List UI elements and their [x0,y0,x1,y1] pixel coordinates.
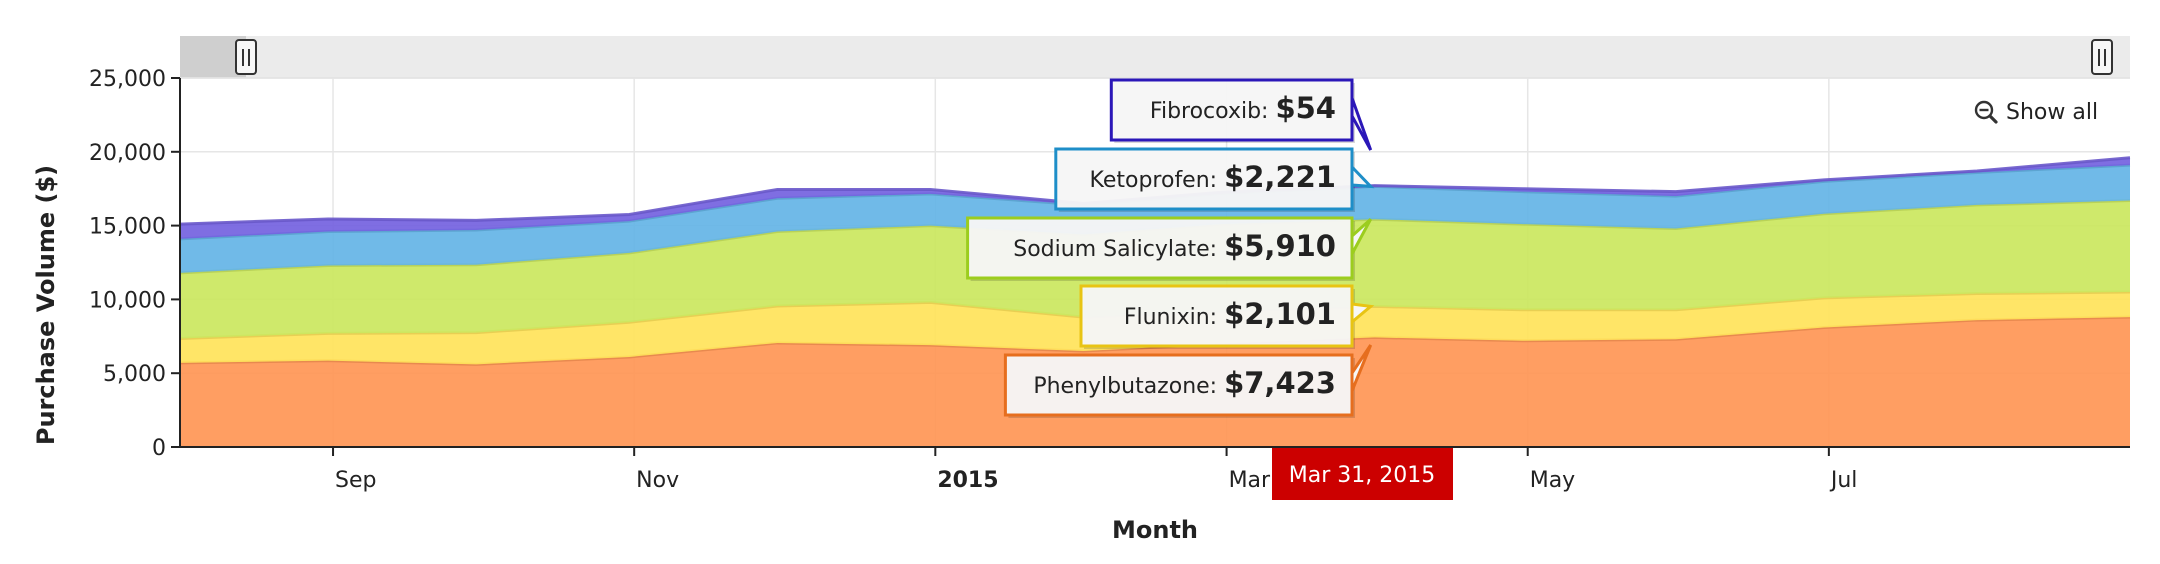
show-all-button[interactable]: Show all [1974,100,2098,125]
y-tick-label: 20,000 [89,141,166,166]
hover-date-text: Mar 31, 2015 [1289,463,1435,488]
tooltip-flunixin: Flunixin: $2,101 [1079,284,1375,349]
range-handle-left[interactable] [235,39,257,75]
tooltip-pointer [1350,218,1373,255]
tooltips: Fibrocoxib: $54 Ketoprofen: $2,221 Sodium … [966,78,1375,418]
tooltip-pointer [1350,344,1373,392]
tooltip-series-name: Flunixin: $2,101 [1124,297,1336,331]
tooltip-pointer [1350,97,1373,151]
tooltip-box [1003,353,1354,417]
range-selector[interactable] [180,36,2130,79]
y-tick-label: 5,000 [103,362,166,387]
tooltip-sodium-salicylate: Sodium Salicylate: $5,910 [966,216,1373,281]
tooltip-ketoprofen: Ketoprofen: $2,221 [1054,147,1375,212]
tooltip-pointer [1351,302,1375,324]
show-all-label[interactable]: Show all [2006,100,2098,125]
y-tick-label: 15,000 [89,215,166,240]
x-tick-label: Mar [1229,468,1271,493]
axes: 0 5,000 10,000 15,000 20,000 25,000 Sep Nov 2015… [89,67,2130,493]
x-tick-label: 2015 [937,468,998,493]
tooltip-pointer [1350,165,1375,189]
hover-date-label: Mar 31, 2015 [1272,448,1453,500]
tooltip-series-name: Phenylbutazone: $7,423 [1033,366,1336,400]
tooltip-series-name: Ketoprofen: $2,221 [1090,160,1337,194]
tooltip-series-name: Fibrocoxib: $54 [1150,91,1336,125]
zoom-out-icon [1974,100,1998,124]
y-tick-label: 10,000 [89,288,166,313]
tooltip-box [1054,147,1354,211]
y-axis-title: Purchase Volume ($) [32,165,60,445]
tooltip-phenylbutazone: Phenylbutazone: $7,423 [1003,344,1373,418]
x-tick-label: Jul [1829,468,1858,493]
x-axis-title: Month [1112,516,1198,544]
y-tick-label: 0 [152,436,166,461]
tooltip-box [1079,284,1354,348]
hover-date-box [1272,448,1453,500]
range-handle-right[interactable] [2091,39,2113,75]
y-tick-label: 25,000 [89,67,166,92]
tooltip-series-name: Sodium Salicylate: $5,910 [1013,229,1336,263]
x-tick-label: Sep [335,468,376,493]
tooltip-box [966,216,1354,280]
x-tick-label: May [1530,468,1575,493]
x-tick-label: Nov [636,468,679,493]
tooltip-fibrocoxib: Fibrocoxib: $54 [1109,78,1373,151]
range-selector-track [180,36,2130,78]
tooltip-box [1109,78,1354,142]
